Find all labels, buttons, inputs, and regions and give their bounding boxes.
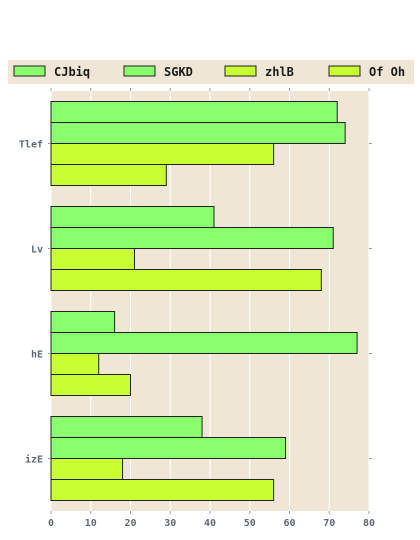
x-tick-label: 0 <box>48 518 54 529</box>
legend-label: zhlB <box>265 65 294 79</box>
bar <box>50 479 275 501</box>
bar <box>50 143 275 165</box>
bar <box>50 437 287 459</box>
bar <box>50 164 167 186</box>
category-label: izE <box>25 454 43 466</box>
legend-swatch <box>13 65 46 77</box>
bar <box>50 332 358 354</box>
bar <box>50 374 131 396</box>
bar <box>50 269 322 291</box>
x-tick-label: 10 <box>85 518 97 529</box>
bar <box>50 248 135 270</box>
x-tick-label: 60 <box>283 518 295 529</box>
x-tick-label: 20 <box>124 518 136 529</box>
category-label: Lv <box>31 245 43 256</box>
legend-label: CJbiq <box>54 65 90 79</box>
legend-label: SGKD <box>164 65 193 79</box>
legend-swatch <box>224 65 257 77</box>
bar <box>50 416 203 438</box>
bar <box>50 458 124 480</box>
legend: CJbiq SGKD zhlB Of Oh <box>13 65 405 79</box>
bar <box>50 227 334 249</box>
bars <box>50 101 358 501</box>
x-tick-label: 80 <box>363 518 375 529</box>
x-tick-label: 50 <box>244 518 256 529</box>
bar <box>50 206 215 228</box>
bar <box>50 353 100 375</box>
x-tick-label: 40 <box>204 518 216 529</box>
legend-swatch <box>123 65 156 77</box>
x-tick-label: 70 <box>323 518 335 529</box>
legend-swatch <box>328 65 361 77</box>
bar <box>50 101 338 123</box>
bar <box>50 122 346 144</box>
category-label: hE <box>31 350 43 361</box>
x-tick-label: 30 <box>164 518 176 529</box>
y-axis: Tlef Lv hE izE <box>19 140 372 466</box>
legend-label: Of Oh <box>369 65 405 79</box>
bar <box>50 311 116 333</box>
x-axis: 0 10 20 30 40 50 60 70 80 <box>48 88 375 529</box>
category-label: Tlef <box>19 140 43 151</box>
